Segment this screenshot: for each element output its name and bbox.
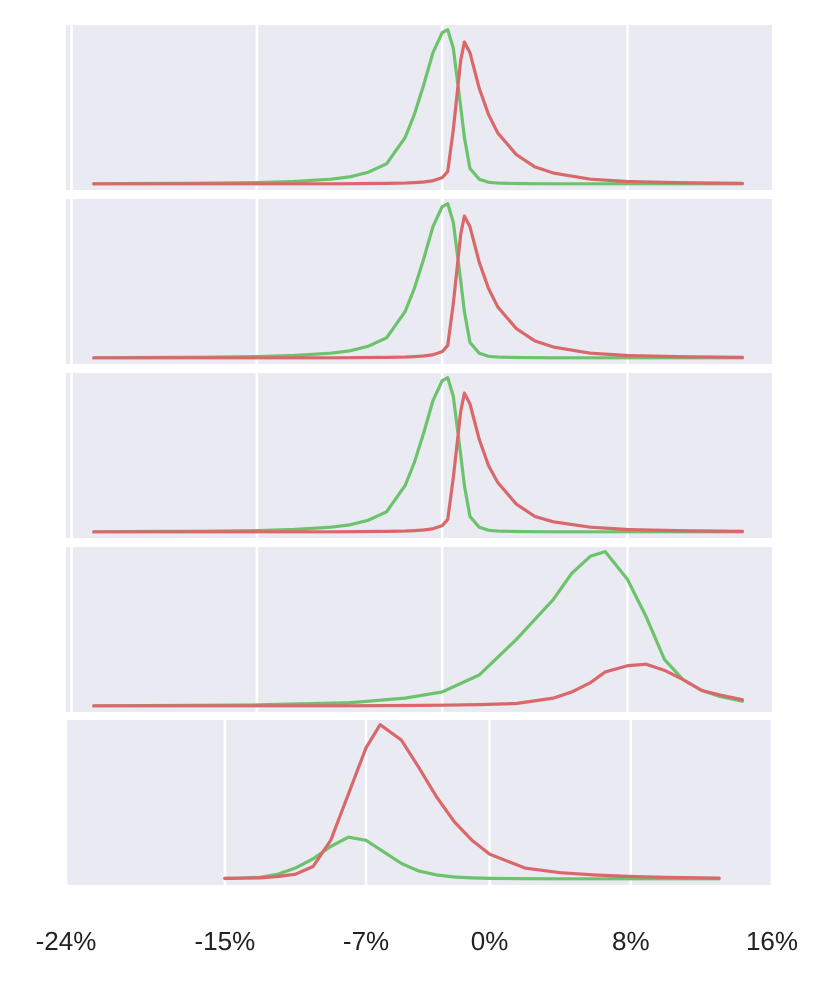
x-tick-label: -15%	[194, 926, 255, 956]
density-line	[223, 835, 721, 881]
x-tick-label: 0%	[471, 926, 509, 956]
density-line	[92, 214, 744, 360]
panel-background	[66, 373, 772, 538]
density-line	[92, 40, 744, 186]
density-line	[92, 376, 744, 534]
x-tick-label: 16%	[746, 926, 798, 956]
panel-background	[66, 547, 772, 712]
panel-background	[66, 25, 772, 190]
density-line	[223, 723, 721, 880]
density-line	[92, 662, 744, 708]
panel-background	[66, 720, 772, 885]
density-line	[92, 202, 744, 360]
density-line	[92, 28, 744, 186]
panel-background	[66, 199, 772, 364]
x-tick-label: -24%	[36, 926, 97, 956]
density-line	[92, 391, 744, 534]
x-tick-label: -7%	[343, 926, 389, 956]
x-tick-label: 8%	[612, 926, 650, 956]
